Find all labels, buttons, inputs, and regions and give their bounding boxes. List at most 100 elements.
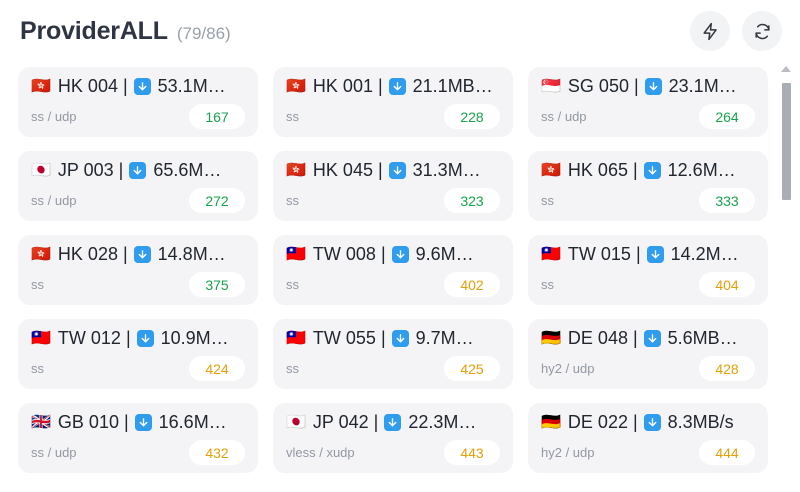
node-card[interactable]: 🇯🇵 JP 003 | 65.6M… ss / udp 272 bbox=[18, 151, 258, 221]
node-protocol: ss bbox=[31, 277, 44, 292]
latency-badge[interactable]: 425 bbox=[444, 356, 500, 381]
latency-badge[interactable]: 404 bbox=[699, 272, 755, 297]
node-name: HK 004 bbox=[57, 76, 118, 96]
node-protocol: ss bbox=[31, 361, 44, 376]
download-speed: 16.6M… bbox=[158, 412, 227, 432]
node-card[interactable]: 🇹🇼 TW 055 | 9.7M… ss 425 bbox=[273, 319, 513, 389]
node-card[interactable]: 🇹🇼 TW 012 | 10.9M… ss 424 bbox=[18, 319, 258, 389]
download-speed: 22.3M… bbox=[408, 412, 477, 432]
vertical-scrollbar[interactable] bbox=[780, 66, 792, 492]
node-protocol: ss bbox=[541, 193, 554, 208]
node-protocol: ss bbox=[541, 277, 554, 292]
separator: | bbox=[377, 76, 383, 96]
node-card-footer: ss 424 bbox=[31, 356, 245, 381]
node-name: HK 028 bbox=[57, 244, 118, 264]
latency-badge[interactable]: 272 bbox=[189, 188, 245, 213]
download-arrow-icon bbox=[388, 161, 406, 179]
download-arrow-icon bbox=[136, 329, 154, 347]
separator: | bbox=[380, 244, 386, 264]
node-card-header: 🇭🇰 HK 065 | 12.6M… bbox=[541, 160, 755, 181]
download-arrow-icon bbox=[646, 245, 664, 263]
node-card[interactable]: 🇹🇼 TW 015 | 14.2M… ss 404 bbox=[528, 235, 768, 305]
node-card-footer: ss 375 bbox=[31, 272, 245, 297]
node-name: TW 012 bbox=[57, 328, 121, 348]
country-flag-icon: 🇭🇰 bbox=[31, 244, 51, 264]
node-card-header: 🇩🇪 DE 048 | 5.6MB… bbox=[541, 328, 755, 349]
latency-badge[interactable]: 323 bbox=[444, 188, 500, 213]
page-title: ProviderALL bbox=[20, 16, 168, 45]
title-group: ProviderALL (79/86) bbox=[20, 17, 690, 46]
node-card-footer: ss / udp 264 bbox=[541, 104, 755, 129]
separator: | bbox=[632, 160, 638, 180]
node-card-footer: vless / xudp 443 bbox=[286, 440, 500, 465]
panel-header: ProviderALL (79/86) bbox=[0, 0, 800, 62]
country-flag-icon: 🇭🇰 bbox=[286, 160, 306, 180]
node-card-header: 🇹🇼 TW 055 | 9.7M… bbox=[286, 328, 500, 349]
country-flag-icon: 🇹🇼 bbox=[286, 328, 306, 348]
node-protocol: ss / udp bbox=[31, 193, 77, 208]
speed-test-button[interactable] bbox=[690, 11, 730, 51]
latency-badge[interactable]: 444 bbox=[699, 440, 755, 465]
node-card-footer: ss / udp 272 bbox=[31, 188, 245, 213]
separator: | bbox=[633, 76, 639, 96]
download-arrow-icon bbox=[644, 77, 662, 95]
country-flag-icon: 🇭🇰 bbox=[541, 160, 561, 180]
node-protocol: hy2 / udp bbox=[541, 445, 595, 460]
node-card-footer: ss 404 bbox=[541, 272, 755, 297]
node-card[interactable]: 🇭🇰 HK 045 | 31.3M… ss 323 bbox=[273, 151, 513, 221]
node-card[interactable]: 🇹🇼 TW 008 | 9.6M… ss 402 bbox=[273, 235, 513, 305]
node-name: JP 003 bbox=[57, 160, 114, 180]
download-arrow-icon bbox=[391, 329, 409, 347]
latency-badge[interactable]: 443 bbox=[444, 440, 500, 465]
download-arrow-icon bbox=[643, 413, 661, 431]
download-arrow-icon bbox=[133, 77, 151, 95]
node-card-header: 🇭🇰 HK 045 | 31.3M… bbox=[286, 160, 500, 181]
node-list-region: 🇭🇰 HK 004 | 53.1M… ss / udp 167 🇭🇰 HK 001 | 21.1M… bbox=[0, 62, 800, 492]
download-speed: 31.3M… bbox=[412, 160, 481, 180]
download-arrow-icon bbox=[643, 329, 661, 347]
country-flag-icon: 🇭🇰 bbox=[286, 76, 306, 96]
separator: | bbox=[122, 76, 128, 96]
node-card[interactable]: 🇭🇰 HK 065 | 12.6M… ss 333 bbox=[528, 151, 768, 221]
download-speed: 21.1MB… bbox=[412, 76, 493, 96]
node-name: HK 045 bbox=[312, 160, 373, 180]
node-card[interactable]: 🇸🇬 SG 050 | 23.1M… ss / udp 264 bbox=[528, 67, 768, 137]
header-actions bbox=[690, 11, 782, 51]
node-card[interactable]: 🇬🇧 GB 010 | 16.6M… ss / udp 432 bbox=[18, 403, 258, 473]
separator: | bbox=[632, 412, 638, 432]
node-card[interactable]: 🇯🇵 JP 042 | 22.3M… vless / xudp 443 bbox=[273, 403, 513, 473]
node-card[interactable]: 🇩🇪 DE 048 | 5.6MB… hy2 / udp 428 bbox=[528, 319, 768, 389]
node-name: DE 048 bbox=[567, 328, 628, 348]
node-card[interactable]: 🇭🇰 HK 001 | 21.1MB… ss 228 bbox=[273, 67, 513, 137]
latency-badge[interactable]: 228 bbox=[444, 104, 500, 129]
node-card[interactable]: 🇭🇰 HK 004 | 53.1M… ss / udp 167 bbox=[18, 67, 258, 137]
node-card-footer: hy2 / udp 444 bbox=[541, 440, 755, 465]
latency-badge[interactable]: 333 bbox=[699, 188, 755, 213]
country-flag-icon: 🇯🇵 bbox=[31, 160, 51, 180]
latency-badge[interactable]: 264 bbox=[699, 104, 755, 129]
scrollbar-track[interactable] bbox=[781, 75, 791, 492]
separator: | bbox=[632, 328, 638, 348]
latency-badge[interactable]: 424 bbox=[189, 356, 245, 381]
download-speed: 14.8M… bbox=[157, 244, 226, 264]
node-count: (79/86) bbox=[176, 23, 231, 43]
caret-up-icon[interactable] bbox=[781, 66, 791, 72]
country-flag-icon: 🇩🇪 bbox=[541, 328, 561, 348]
country-flag-icon: 🇬🇧 bbox=[31, 412, 51, 432]
separator: | bbox=[635, 244, 641, 264]
scrollbar-thumb[interactable] bbox=[781, 83, 791, 201]
latency-badge[interactable]: 402 bbox=[444, 272, 500, 297]
node-protocol: hy2 / udp bbox=[541, 361, 595, 376]
latency-badge[interactable]: 432 bbox=[189, 440, 245, 465]
latency-badge[interactable]: 167 bbox=[189, 104, 245, 129]
download-speed: 23.1M… bbox=[668, 76, 737, 96]
node-card[interactable]: 🇭🇰 HK 028 | 14.8M… ss 375 bbox=[18, 235, 258, 305]
country-flag-icon: 🇹🇼 bbox=[541, 244, 561, 264]
node-name: TW 055 bbox=[312, 328, 376, 348]
node-card[interactable]: 🇩🇪 DE 022 | 8.3MB/s hy2 / udp 444 bbox=[528, 403, 768, 473]
download-arrow-icon bbox=[133, 245, 151, 263]
latency-badge[interactable]: 428 bbox=[699, 356, 755, 381]
refresh-button[interactable] bbox=[742, 11, 782, 51]
latency-badge[interactable]: 375 bbox=[189, 272, 245, 297]
node-card-header: 🇩🇪 DE 022 | 8.3MB/s bbox=[541, 412, 755, 433]
